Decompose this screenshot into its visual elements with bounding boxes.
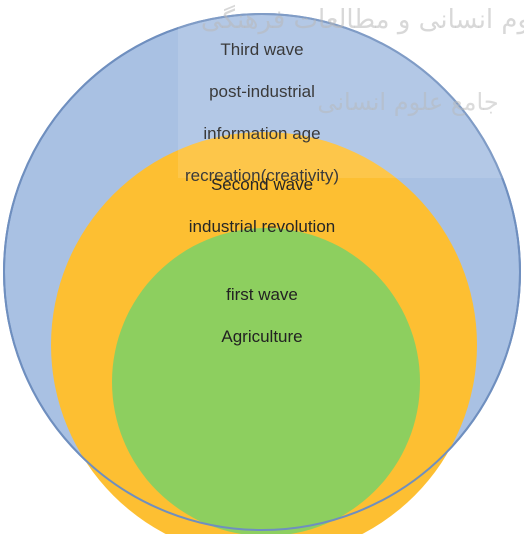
second-wave-line-2: industrial revolution — [188, 217, 336, 236]
third-wave-line-4: recreation(creativity) — [185, 166, 339, 185]
first-wave-label: first wave Agriculture — [0, 263, 524, 368]
third-wave-line-2: post-industrial — [209, 82, 315, 101]
first-wave-title: first wave — [226, 285, 298, 304]
third-wave-label: Third wave post-industrial information a… — [0, 18, 524, 207]
third-wave-title: Third wave — [220, 40, 304, 59]
third-wave-line-3: information age — [203, 124, 321, 143]
second-wave-title: Second wave — [210, 175, 314, 194]
first-wave-line-2: Agriculture — [221, 327, 303, 346]
first-wave-ring — [112, 228, 420, 534]
second-wave-label: Second wave industrial revolution — [0, 153, 524, 258]
outer-border — [3, 13, 521, 531]
